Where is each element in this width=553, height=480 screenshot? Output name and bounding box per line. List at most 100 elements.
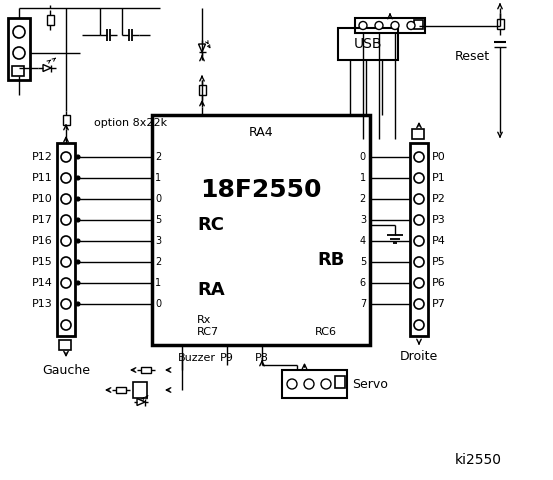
Bar <box>57 143 75 336</box>
Bar <box>338 28 398 60</box>
Circle shape <box>375 22 383 29</box>
Text: 1: 1 <box>155 278 161 288</box>
Text: P15: P15 <box>32 257 53 267</box>
Text: RA: RA <box>197 281 225 299</box>
Text: P17: P17 <box>32 215 53 225</box>
Text: RB: RB <box>317 251 345 269</box>
Bar <box>410 143 428 336</box>
Circle shape <box>414 215 424 225</box>
Text: USB: USB <box>354 37 382 51</box>
Circle shape <box>61 299 71 309</box>
Text: 5: 5 <box>155 215 161 225</box>
Circle shape <box>13 26 25 38</box>
Text: 6: 6 <box>360 278 366 288</box>
Circle shape <box>76 239 80 243</box>
Text: P0: P0 <box>432 152 446 162</box>
Bar <box>46 15 54 25</box>
Circle shape <box>414 194 424 204</box>
Text: 4: 4 <box>360 236 366 246</box>
Circle shape <box>414 236 424 246</box>
Circle shape <box>287 379 297 389</box>
Text: 3: 3 <box>360 215 366 225</box>
Text: 0: 0 <box>360 152 366 162</box>
Bar <box>59 340 71 350</box>
Bar <box>199 85 206 95</box>
Bar <box>152 115 370 345</box>
Bar <box>133 382 147 398</box>
Text: P16: P16 <box>32 236 53 246</box>
Text: 1: 1 <box>155 173 161 183</box>
Circle shape <box>304 379 314 389</box>
Circle shape <box>359 22 367 29</box>
Text: P14: P14 <box>32 278 53 288</box>
Bar <box>62 115 70 125</box>
Text: Reset: Reset <box>455 49 490 62</box>
Text: P12: P12 <box>32 152 53 162</box>
Text: 1: 1 <box>360 173 366 183</box>
Text: Droite: Droite <box>400 349 438 362</box>
Circle shape <box>321 379 331 389</box>
Text: 2: 2 <box>155 152 161 162</box>
Text: P7: P7 <box>432 299 446 309</box>
Text: option 8x22k: option 8x22k <box>94 118 167 128</box>
Text: P11: P11 <box>32 173 53 183</box>
Text: ki2550: ki2550 <box>455 453 502 467</box>
Text: P8: P8 <box>255 353 269 363</box>
Circle shape <box>407 22 415 29</box>
Text: RA4: RA4 <box>249 127 273 140</box>
Text: RC: RC <box>197 216 224 234</box>
Text: 0: 0 <box>155 299 161 309</box>
Circle shape <box>414 152 424 162</box>
Text: P9: P9 <box>220 353 234 363</box>
Circle shape <box>61 152 71 162</box>
Text: Rx: Rx <box>197 315 211 325</box>
Text: P2: P2 <box>432 194 446 204</box>
Circle shape <box>76 260 80 264</box>
Text: P13: P13 <box>32 299 53 309</box>
Circle shape <box>414 278 424 288</box>
Bar <box>335 376 345 388</box>
Circle shape <box>76 302 80 306</box>
Text: 5: 5 <box>360 257 366 267</box>
Circle shape <box>61 215 71 225</box>
Circle shape <box>76 176 80 180</box>
Bar <box>497 19 503 29</box>
Bar <box>141 367 151 373</box>
Text: P4: P4 <box>432 236 446 246</box>
Bar <box>355 18 425 33</box>
Circle shape <box>61 173 71 183</box>
Circle shape <box>414 257 424 267</box>
Circle shape <box>76 218 80 222</box>
Text: 3: 3 <box>155 236 161 246</box>
Bar <box>8 18 30 80</box>
Circle shape <box>61 278 71 288</box>
Text: Gauche: Gauche <box>42 364 90 377</box>
Text: 0: 0 <box>155 194 161 204</box>
Circle shape <box>414 299 424 309</box>
Text: 2: 2 <box>360 194 366 204</box>
Circle shape <box>414 173 424 183</box>
Text: 18F2550: 18F2550 <box>200 178 322 202</box>
Bar <box>412 129 424 139</box>
Text: RC7: RC7 <box>197 327 219 337</box>
Circle shape <box>76 197 80 201</box>
Text: RC6: RC6 <box>315 327 337 337</box>
Circle shape <box>61 257 71 267</box>
Bar <box>116 387 126 393</box>
Bar <box>282 370 347 398</box>
Bar <box>414 20 423 29</box>
Circle shape <box>76 281 80 285</box>
Text: 2: 2 <box>155 257 161 267</box>
Circle shape <box>391 22 399 29</box>
Text: P6: P6 <box>432 278 446 288</box>
Circle shape <box>61 320 71 330</box>
Circle shape <box>13 47 25 59</box>
Text: P5: P5 <box>432 257 446 267</box>
Text: P3: P3 <box>432 215 446 225</box>
Text: P10: P10 <box>32 194 53 204</box>
Text: Buzzer: Buzzer <box>178 353 216 363</box>
Bar <box>12 66 24 76</box>
Circle shape <box>76 155 80 159</box>
Circle shape <box>61 236 71 246</box>
Circle shape <box>61 194 71 204</box>
